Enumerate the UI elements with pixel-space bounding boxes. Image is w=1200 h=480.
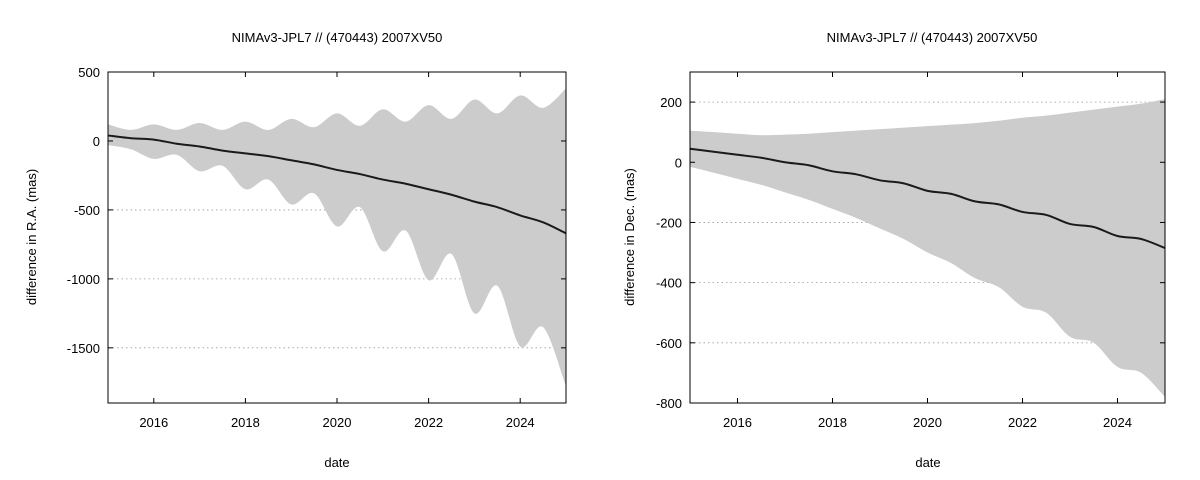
uncertainty-band	[690, 99, 1165, 397]
series-line	[689, 147, 1166, 249]
uncertainty-band	[108, 88, 566, 387]
y-tick-label: 0	[675, 155, 682, 170]
difference-line	[689, 147, 1166, 249]
x-tick-label: 2022	[414, 415, 443, 430]
y-tick-label: -1000	[67, 272, 100, 287]
x-axis-ticks: 2016 2018 2020 2022 2024	[723, 72, 1132, 430]
y-axis-label: difference in Dec. (mas)	[622, 168, 637, 306]
y-tick-label: 200	[660, 95, 682, 110]
y-tick-label: -1500	[67, 341, 100, 356]
x-tick-label: 2018	[818, 415, 847, 430]
y-tick-label: 0	[93, 134, 100, 149]
y-axis-ticks: 500 0 -500 -1000 -1500	[67, 65, 566, 356]
x-tick-label: 2018	[231, 415, 260, 430]
x-tick-label: 2024	[1103, 415, 1132, 430]
x-tick-label: 2020	[913, 415, 942, 430]
x-tick-label: 2016	[723, 415, 752, 430]
band-area	[108, 88, 566, 387]
y-axis-label: difference in R.A. (mas)	[24, 169, 39, 305]
dec-difference-chart: NIMAv3-JPL7 // (470443) 2007XV50 200 0 -20…	[622, 30, 1166, 470]
y-tick-label: -600	[656, 336, 682, 351]
y-axis-ticks: 200 0 -200 -400 -600 -800	[656, 95, 1165, 411]
x-tick-label: 2016	[139, 415, 168, 430]
chart-title: NIMAv3-JPL7 // (470443) 2007XV50	[232, 30, 443, 45]
y-tick-label: -800	[656, 396, 682, 411]
x-axis-ticks: 2016 2018 2020 2022 2024	[139, 72, 535, 430]
chart-title: NIMAv3-JPL7 // (470443) 2007XV50	[827, 30, 1038, 45]
y-tick-label: -500	[74, 203, 100, 218]
y-tick-label: -200	[656, 215, 682, 230]
y-tick-label: -400	[656, 276, 682, 291]
band-area	[690, 99, 1165, 397]
x-tick-label: 2024	[506, 415, 535, 430]
x-axis-label: date	[915, 455, 940, 470]
x-axis-label: date	[324, 455, 349, 470]
x-tick-label: 2022	[1008, 415, 1037, 430]
series-line	[107, 134, 567, 235]
ra-difference-chart: NIMAv3-JPL7 // (470443) 2007XV50 500 0 -50…	[24, 30, 567, 470]
x-tick-label: 2020	[323, 415, 352, 430]
difference-line	[107, 134, 567, 235]
y-tick-label: 500	[78, 65, 100, 80]
